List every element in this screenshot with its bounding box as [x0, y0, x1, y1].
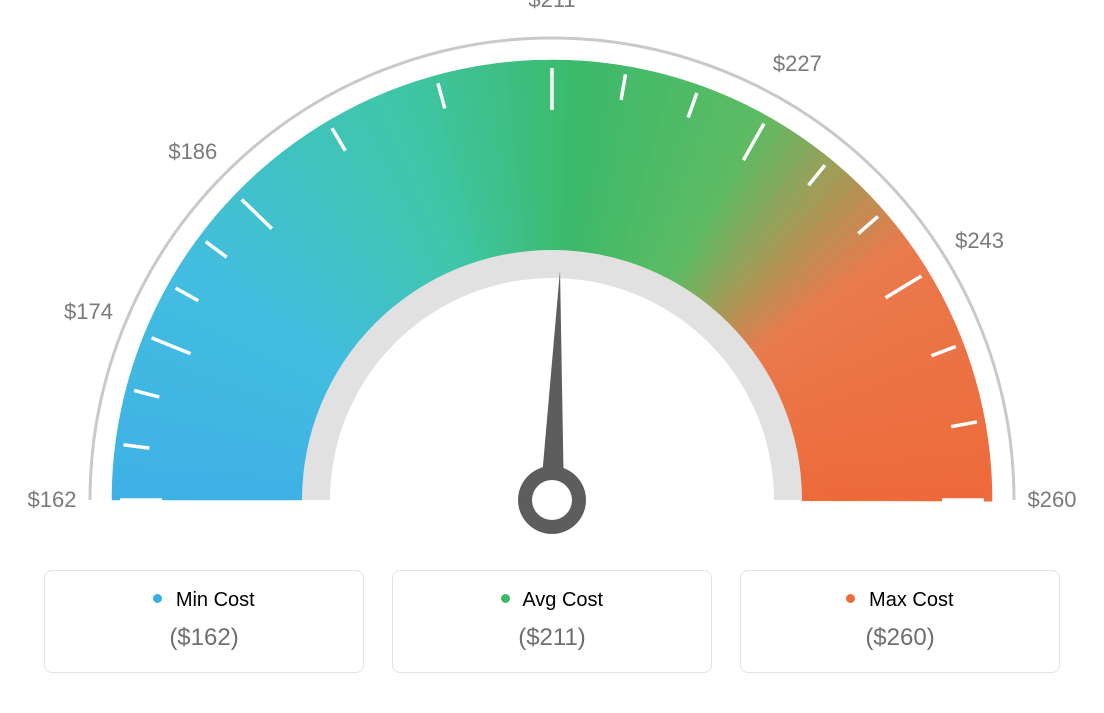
- legend-label-avg: Avg Cost: [522, 589, 603, 611]
- legend-value-avg: ($211): [403, 624, 701, 652]
- legend-card-min: Min Cost ($162): [44, 570, 364, 673]
- legend-card-avg: Avg Cost ($211): [392, 570, 712, 673]
- legend-dot-max: [846, 594, 855, 603]
- legend-title-min: Min Cost: [55, 589, 353, 612]
- legend-label-max: Max Cost: [869, 589, 953, 611]
- legend-row: Min Cost ($162) Avg Cost ($211) Max Cost…: [0, 560, 1104, 713]
- legend-value-min: ($162): [55, 624, 353, 652]
- gauge-tick-label: $243: [955, 228, 1004, 254]
- gauge-svg: [0, 0, 1104, 560]
- gauge-tick-label: $186: [168, 139, 217, 165]
- gauge-tick-label: $162: [28, 487, 77, 513]
- gauge-tick-label: $227: [773, 51, 822, 77]
- gauge-chart: $162 $174 $186 $211 $227 $243 $260: [0, 0, 1104, 560]
- legend-label-min: Min Cost: [176, 589, 255, 611]
- legend-title-max: Max Cost: [751, 589, 1049, 612]
- gauge-tick-label: $260: [1028, 487, 1077, 513]
- gauge-tick-label: $211: [528, 0, 575, 13]
- legend-value-max: ($260): [751, 624, 1049, 652]
- gauge-tick-label: $174: [64, 299, 113, 325]
- legend-dot-avg: [501, 594, 510, 603]
- legend-card-max: Max Cost ($260): [740, 570, 1060, 673]
- legend-dot-min: [153, 594, 162, 603]
- legend-title-avg: Avg Cost: [403, 589, 701, 612]
